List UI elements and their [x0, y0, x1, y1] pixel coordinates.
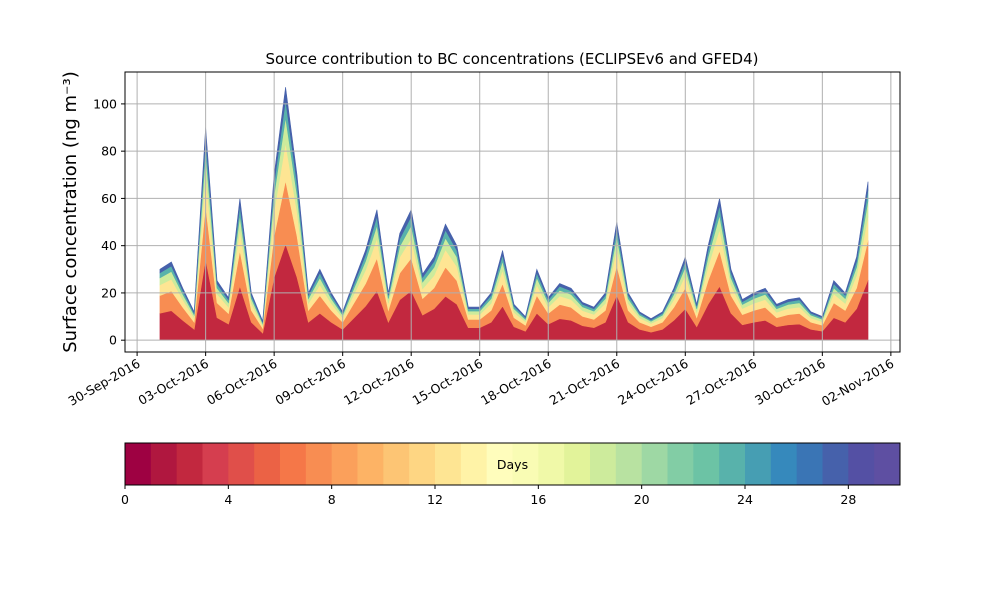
colorbar-swatch [667, 443, 694, 485]
colorbar-tick-label: 16 [530, 492, 546, 507]
colorbar-swatch [202, 443, 229, 485]
colorbar-swatch [590, 443, 617, 485]
x-tick-label: 30-Sep-2016 [66, 356, 143, 409]
colorbar-tick-label: 8 [328, 492, 336, 507]
colorbar-swatch [822, 443, 849, 485]
colorbar-swatch [125, 443, 152, 485]
x-tick-label: 24-Oct-2016 [615, 356, 691, 408]
colorbar-swatch [770, 443, 798, 485]
x-tick-label: 09-Oct-2016 [273, 356, 349, 408]
colorbar-tick-label: 20 [634, 492, 650, 507]
colorbar-swatch [641, 443, 668, 485]
y-tick-label: 40 [101, 238, 117, 253]
chart-title: Source contribution to BC concentrations… [265, 50, 758, 68]
colorbar-swatch [280, 443, 307, 485]
colorbar-swatch [383, 443, 410, 485]
colorbar-swatch [848, 443, 875, 485]
colorbar-swatch [486, 443, 513, 485]
plot-frame [124, 71, 901, 353]
y-axis-label: Surface concentration (ng m⁻³) [60, 71, 81, 353]
colorbar-swatch [512, 443, 539, 485]
x-tick-label: 02-Nov-2016 [819, 356, 897, 409]
colorbar-swatch [176, 443, 203, 485]
x-tick-label: 15-Oct-2016 [410, 356, 486, 408]
x-tick-label: 30-Oct-2016 [752, 356, 828, 408]
colorbar-tick-label: 12 [427, 492, 443, 507]
x-tick-label: 18-Oct-2016 [478, 356, 554, 408]
y-tick-label: 0 [109, 333, 117, 348]
x-tick-label: 12-Oct-2016 [341, 356, 417, 408]
x-tick-label: 03-Oct-2016 [135, 356, 211, 408]
colorbar-swatch [305, 443, 333, 485]
colorbar-swatch [745, 443, 772, 485]
colorbar-swatch [874, 443, 901, 485]
colorbar-swatch [796, 443, 823, 485]
colorbar-tick-label: 28 [840, 492, 856, 507]
colorbar-swatch [331, 443, 358, 485]
colorbar-swatch [693, 443, 720, 485]
y-tick-label: 60 [101, 191, 117, 206]
colorbar-tick-label: 0 [121, 492, 129, 507]
colorbar-frame [124, 442, 901, 486]
x-tick-label: 27-Oct-2016 [684, 356, 760, 408]
colorbar-swatch [564, 443, 591, 485]
colorbar-swatch [409, 443, 436, 485]
colorbar-tick-label: 24 [737, 492, 753, 507]
colorbar-tick-label: 4 [224, 492, 232, 507]
colorbar-swatch [435, 443, 462, 485]
y-tick-label: 100 [93, 96, 117, 111]
area-layer [159, 87, 869, 323]
colorbar-swatch [460, 443, 488, 485]
colorbar-swatch [150, 443, 178, 485]
colorbar-swatch [228, 443, 255, 485]
x-tick-label: 21-Oct-2016 [547, 356, 623, 408]
colorbar-swatch [719, 443, 746, 485]
colorbar-swatch [615, 443, 643, 485]
x-tick-label: 06-Oct-2016 [204, 356, 280, 408]
colorbar-label: Days [497, 457, 528, 472]
y-tick-label: 20 [101, 285, 117, 300]
colorbar-swatch [357, 443, 384, 485]
colorbar-swatch [254, 443, 281, 485]
colorbar-swatch [538, 443, 565, 485]
y-tick-label: 80 [101, 144, 117, 159]
